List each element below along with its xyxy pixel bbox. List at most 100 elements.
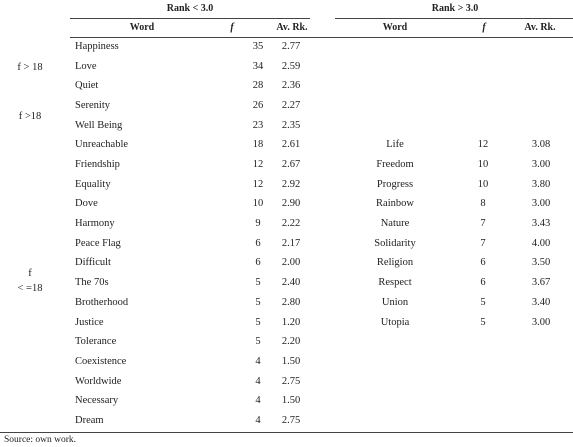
average-rank-cell: 1.50 — [281, 355, 301, 367]
frequency-cell: 28 — [252, 80, 264, 92]
rule — [70, 37, 573, 38]
average-rank-cell: 2.92 — [281, 178, 301, 190]
frequency-cell: 4 — [255, 395, 261, 407]
frequency-cell: 4 — [255, 414, 261, 426]
average-rank-cell: 1.50 — [281, 395, 301, 407]
average-rank-cell: 2.61 — [281, 139, 301, 151]
frequency-cell: 23 — [252, 119, 264, 131]
frequency-cell: 9 — [255, 218, 261, 230]
column-header: Av. Rk. — [276, 22, 308, 33]
word-cell: Necessary — [75, 395, 119, 407]
frequency-cell: 12 — [252, 159, 264, 171]
frequency-cell: 35 — [252, 41, 264, 52]
frequency-cell: 8 — [480, 198, 486, 210]
row-group-label: < =18 — [17, 283, 43, 294]
frequency-cell: 5 — [480, 316, 486, 328]
word-cell: Freedom — [376, 159, 414, 171]
frequency-cell: 6 — [255, 237, 261, 249]
rule — [335, 18, 573, 19]
word-cell: The 70s — [75, 277, 109, 289]
word-cell: Serenity — [75, 100, 110, 112]
word-cell: Harmony — [75, 218, 115, 230]
frequency-cell: 6 — [480, 257, 486, 269]
word-cell: Union — [381, 296, 409, 308]
row-group-label: f — [28, 268, 32, 279]
word-cell: Love — [75, 60, 97, 72]
row-group-label: f >18 — [18, 111, 42, 122]
frequency-cell: 18 — [252, 139, 264, 151]
word-cell: Rainbow — [376, 198, 414, 210]
average-rank-cell: 2.77 — [281, 41, 301, 52]
word-cell: Peace Flag — [75, 237, 121, 249]
frequency-cell: 5 — [480, 296, 486, 308]
word-cell: Friendship — [75, 159, 120, 171]
frequency-cell: 10 — [477, 159, 489, 171]
word-cell: Nature — [380, 218, 410, 230]
word-cell: Solidarity — [374, 237, 416, 249]
word-cell: Justice — [75, 316, 104, 328]
rule — [0, 432, 573, 433]
column-header: Word — [129, 22, 155, 33]
frequency-cell: 7 — [480, 218, 486, 230]
frequency-cell: 5 — [255, 316, 261, 328]
group-header: Rank < 3.0 — [166, 3, 214, 14]
average-rank-cell: 2.40 — [281, 277, 301, 289]
word-cell: Unreachable — [75, 139, 129, 151]
frequency-cell: 5 — [255, 277, 261, 289]
frequency-cell: 4 — [255, 355, 261, 367]
average-rank-cell: 2.75 — [281, 375, 301, 387]
word-cell: Utopia — [380, 316, 410, 328]
word-cell: Brotherhood — [75, 296, 129, 308]
word-cell: Life — [386, 139, 404, 151]
average-rank-cell: 3.67 — [531, 277, 551, 289]
word-cell: Equality — [75, 178, 111, 190]
word-cell: Religion — [376, 257, 414, 269]
frequency-cell: 5 — [255, 336, 261, 348]
column-header: Word — [382, 22, 408, 33]
average-rank-cell: 3.00 — [531, 198, 551, 210]
average-rank-cell: 3.43 — [531, 218, 551, 230]
word-cell: Coexistence — [75, 355, 127, 367]
row-group-label: f > 18 — [17, 62, 43, 73]
word-cell: Happiness — [75, 41, 119, 52]
word-cell: Quiet — [75, 80, 99, 92]
word-cell: Progress — [376, 178, 414, 190]
frequency-cell: 12 — [252, 178, 264, 190]
frequency-cell: 6 — [255, 257, 261, 269]
frequency-cell: 6 — [480, 277, 486, 289]
average-rank-cell: 2.36 — [281, 80, 301, 92]
average-rank-cell: 2.20 — [281, 336, 301, 348]
average-rank-cell: 3.00 — [531, 316, 551, 328]
word-cell: Tolerance — [75, 336, 117, 348]
rule — [70, 18, 310, 19]
word-cell: Worldwide — [75, 375, 122, 387]
frequency-cell: 4 — [255, 375, 261, 387]
average-rank-cell: 2.00 — [281, 257, 301, 269]
average-rank-cell: 2.22 — [281, 218, 301, 230]
average-rank-cell: 2.17 — [281, 237, 301, 249]
source-note: Source: own work. — [4, 435, 77, 445]
column-header: Av. Rk. — [524, 22, 556, 33]
average-rank-cell: 2.27 — [281, 100, 301, 112]
frequency-cell: 10 — [477, 178, 489, 190]
average-rank-cell: 2.90 — [281, 198, 301, 210]
average-rank-cell: 1.20 — [281, 316, 301, 328]
average-rank-cell: 2.59 — [281, 60, 301, 72]
average-rank-cell: 2.80 — [281, 296, 301, 308]
frequency-cell: 10 — [252, 198, 264, 210]
average-rank-cell: 3.00 — [531, 159, 551, 171]
word-cell: Dove — [75, 198, 98, 210]
average-rank-cell: 2.67 — [281, 159, 301, 171]
frequency-cell: 5 — [255, 296, 261, 308]
column-header: f — [230, 22, 234, 33]
frequency-cell: 12 — [477, 139, 489, 151]
word-cell: Difficult — [75, 257, 111, 269]
average-rank-cell: 3.40 — [531, 296, 551, 308]
frequency-cell: 7 — [480, 237, 486, 249]
average-rank-cell: 2.35 — [281, 119, 301, 131]
average-rank-cell: 4.00 — [531, 237, 551, 249]
average-rank-cell: 3.08 — [531, 139, 551, 151]
average-rank-cell: 2.75 — [281, 414, 301, 426]
word-cell: Respect — [378, 277, 412, 289]
